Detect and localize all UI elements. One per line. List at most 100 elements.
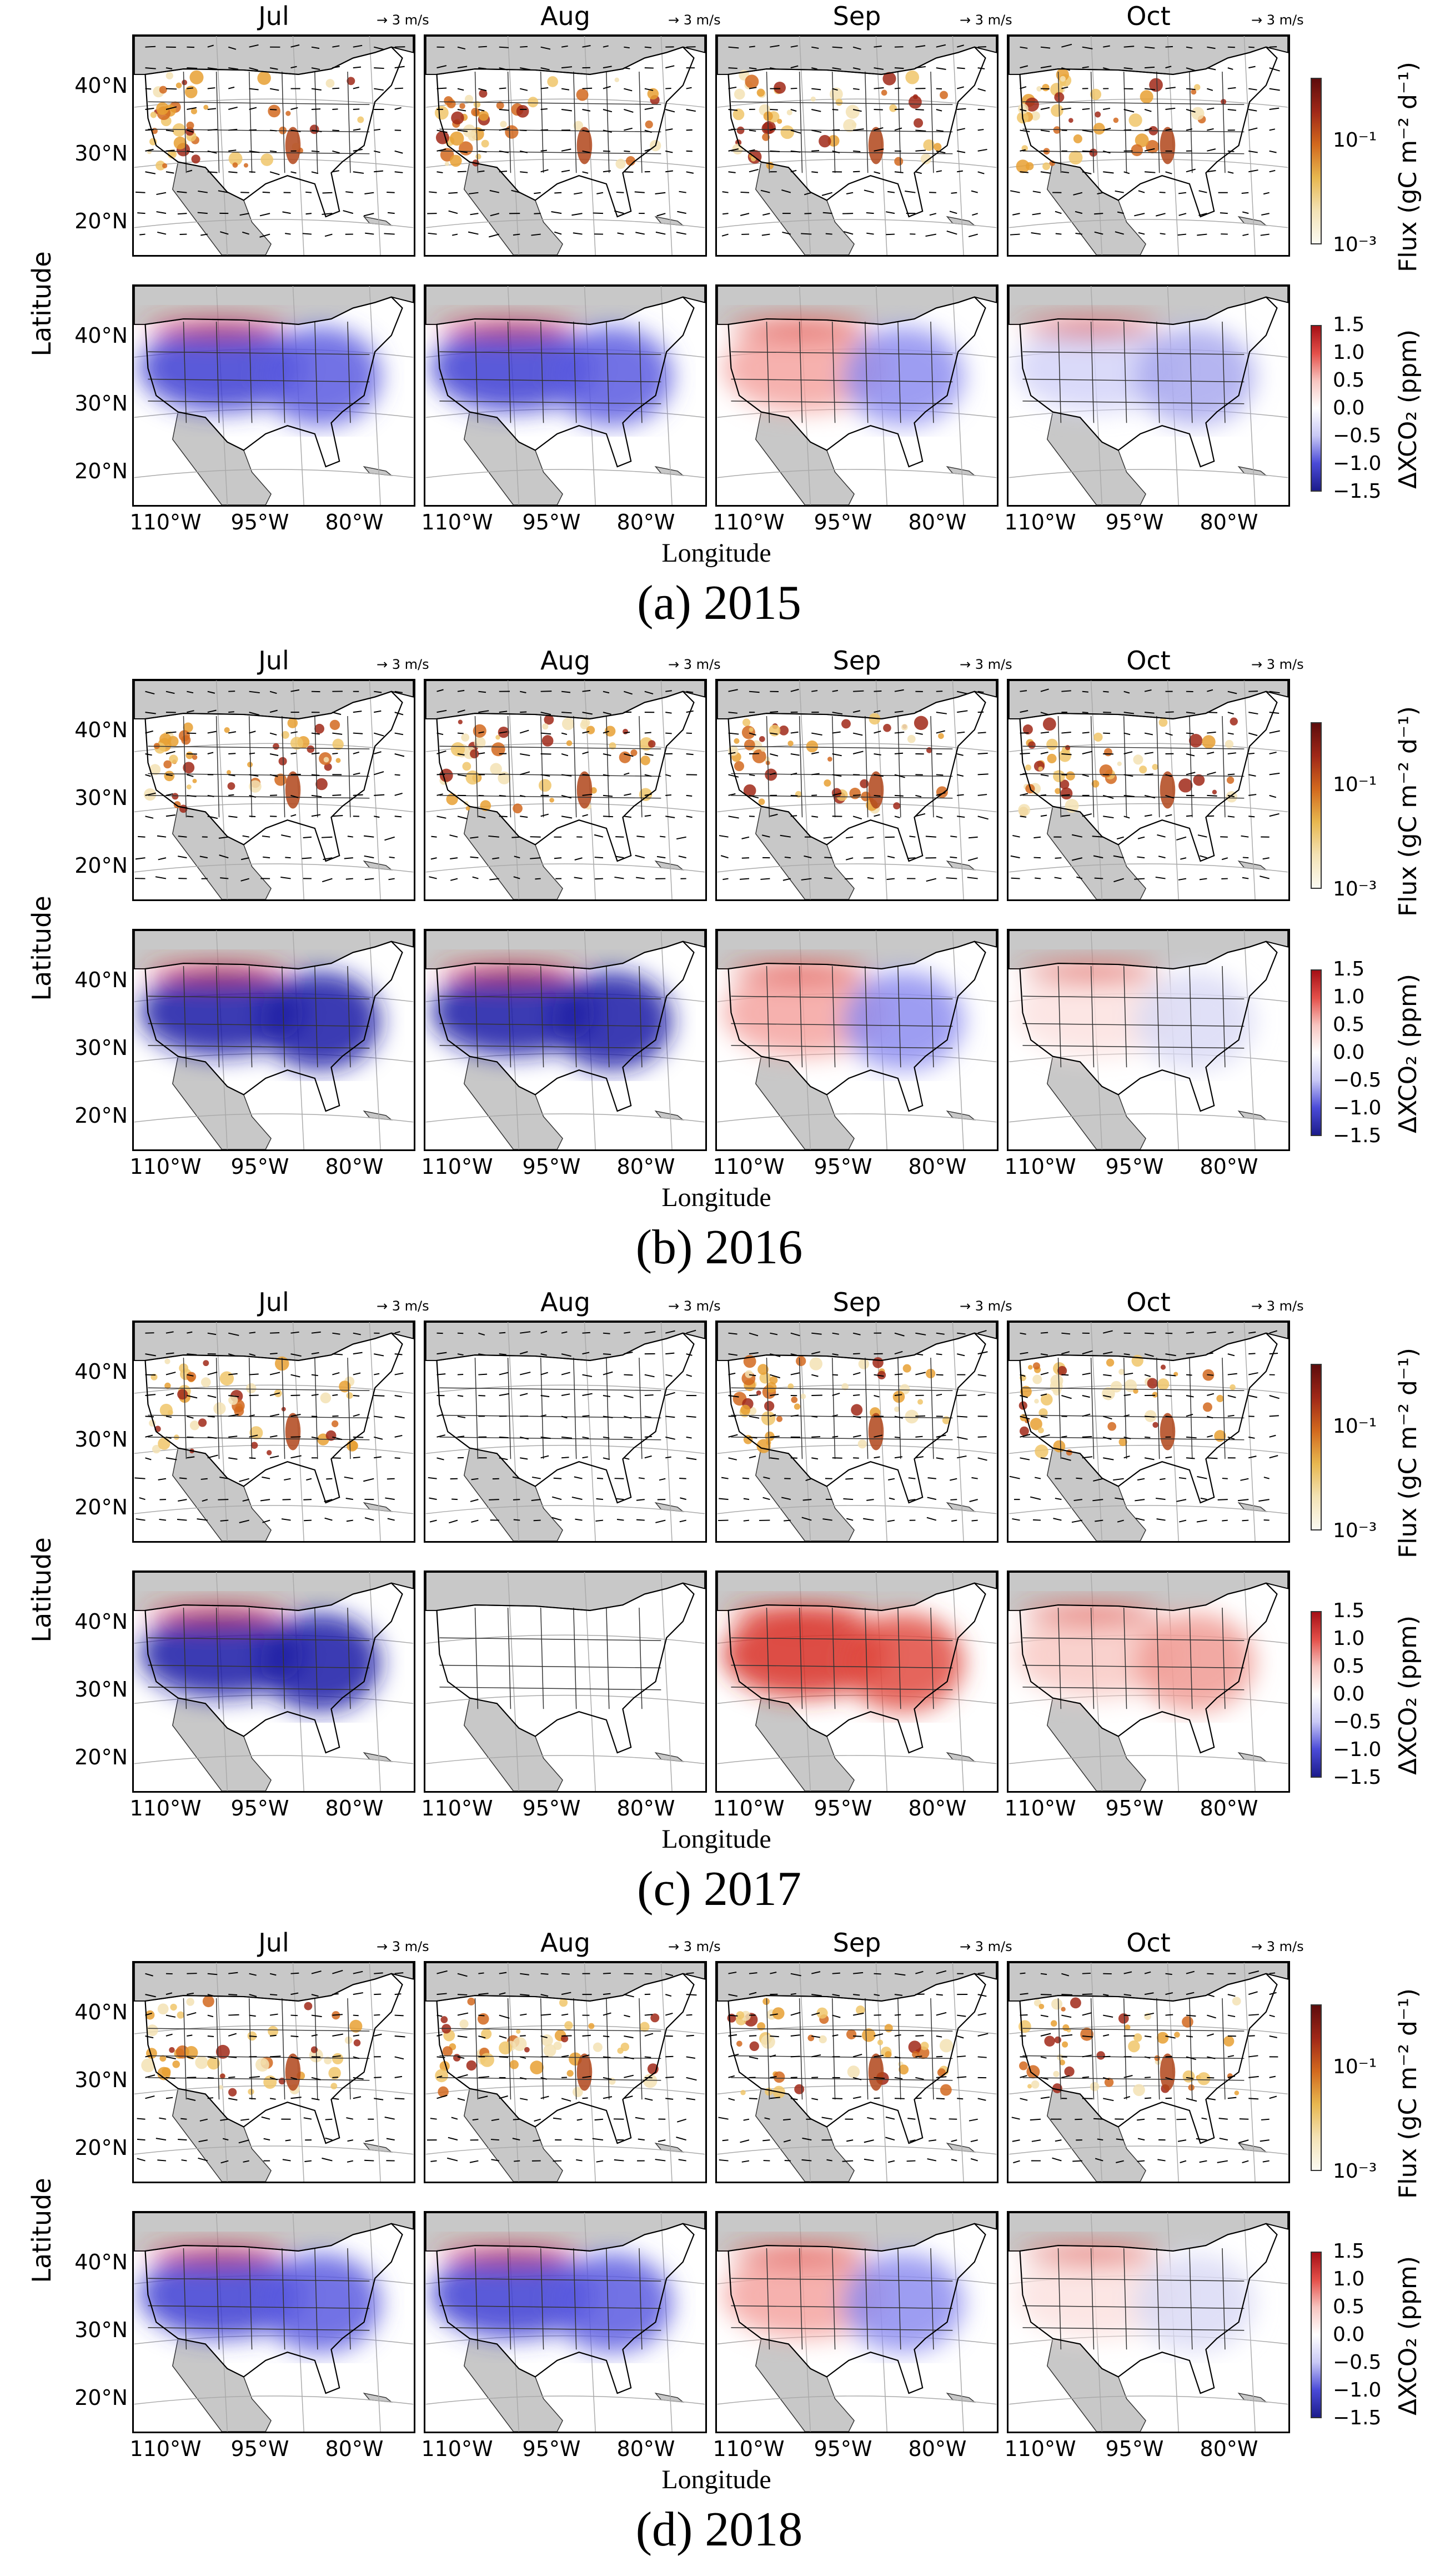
wind-arrow [145, 171, 156, 174]
state-line [148, 996, 370, 999]
y-axis-label: Latitude [27, 896, 57, 1001]
month-title: Oct [1126, 1287, 1171, 1317]
wind-arrow [228, 1395, 239, 1398]
wind-arrow [290, 731, 298, 734]
wind-arrow [582, 2054, 590, 2058]
wind-arrow [832, 67, 841, 70]
wind-arrow [1186, 1332, 1194, 1334]
wind-arrow [228, 128, 238, 131]
flux-cell [474, 737, 486, 749]
wind-arrow [686, 1329, 696, 1334]
wind-arrow [1222, 1478, 1228, 1479]
state-line [766, 966, 770, 1068]
wind-arrow [281, 834, 291, 838]
month-title: Aug [540, 1928, 590, 1958]
wind-arrow [686, 171, 694, 174]
wind-arrow [561, 2098, 571, 2102]
flux-cell [1044, 2035, 1055, 2047]
wind-arrow [1020, 816, 1027, 818]
wind-arrow [1186, 2056, 1196, 2060]
wind-arrow [520, 753, 530, 757]
wind-arrow [574, 192, 583, 195]
wind-arrow [1082, 2076, 1090, 2078]
wind-arrow [582, 2075, 591, 2078]
wind-arrow [846, 1518, 854, 1521]
wind-arrow [728, 1332, 737, 1335]
state-boundaries [439, 966, 661, 1068]
wind-arrow [1033, 836, 1041, 839]
wind-arrow [644, 88, 654, 91]
wind-arrow [603, 1395, 610, 1398]
state-boundaries [1022, 966, 1245, 1068]
wind-arrow [977, 88, 986, 92]
wind-arrow [353, 1414, 360, 1417]
wind-arrow [874, 109, 883, 111]
graticule-lon [952, 36, 964, 255]
flux-cell [470, 749, 479, 759]
wind-arrow [561, 1331, 568, 1334]
wind-arrow [228, 67, 239, 70]
wind-arrow [499, 87, 506, 89]
wind-arrow [492, 857, 499, 859]
wind-arrow [1123, 1971, 1132, 1974]
wind-arrow [676, 2137, 686, 2141]
dxco2-colorbar [1311, 2252, 1322, 2418]
wind-arrow [603, 774, 610, 777]
wind-arrow [936, 816, 943, 819]
wind-arrow [832, 1994, 840, 1997]
flux-cell [819, 2035, 827, 2044]
wind-arrow [1227, 1373, 1237, 1375]
wind-arrow [1227, 1331, 1234, 1334]
wind-arrow [270, 109, 277, 111]
state-line [215, 1358, 220, 1459]
flux-map [425, 681, 705, 899]
wind-arrow [971, 1519, 978, 1522]
flux-cell [645, 120, 653, 129]
state-line [540, 716, 544, 818]
wind-arrow [1123, 691, 1130, 694]
wind-arrow [770, 1414, 776, 1417]
wind-arrow [457, 1353, 464, 1356]
wind-arrow [969, 836, 978, 839]
flux-cell [573, 121, 584, 131]
state-line [215, 966, 220, 1068]
wind-arrow [177, 1518, 187, 1521]
wind-arrow [519, 771, 530, 776]
flux-cell [905, 70, 920, 84]
flux-field [1016, 68, 1227, 173]
wind-arrow [582, 814, 589, 817]
y-tick-label: 20°N [74, 459, 128, 483]
wind-arrow [249, 1353, 256, 1357]
flux-cell [736, 126, 745, 134]
wind-arrow [832, 2014, 841, 2018]
y-tick-label: 30°N [74, 391, 128, 416]
state-line [148, 1045, 370, 1049]
wind-key: → 3 m/s [668, 1298, 721, 1314]
wind-arrow [228, 731, 237, 734]
flux-cell [150, 112, 157, 118]
wind-arrow [874, 1434, 883, 1438]
wind-arrow [187, 150, 194, 153]
wind-arrow [832, 731, 841, 734]
wind-arrow [394, 816, 402, 818]
wind-arrow [915, 66, 926, 69]
flux-field [727, 1998, 954, 2099]
wind-arrow [1061, 171, 1069, 173]
wind-arrow [644, 2033, 654, 2037]
wind-arrow [387, 1518, 395, 1521]
state-line [474, 716, 479, 818]
state-line [148, 1023, 370, 1027]
flux-hotspot [285, 2053, 301, 2091]
wind-arrow [449, 1519, 458, 1524]
wind-arrow [603, 731, 610, 734]
wind-arrow [957, 150, 966, 153]
wind-arrow [228, 2076, 235, 2078]
wind-arrow [499, 171, 508, 173]
flux-cell [164, 1382, 171, 1389]
wind-arrow [165, 1457, 177, 1460]
wind-arrow [145, 753, 152, 756]
state-line [799, 1608, 803, 1709]
graticule-lon [215, 1322, 228, 1541]
flux-cell [894, 157, 904, 166]
wind-arrow [977, 794, 987, 796]
